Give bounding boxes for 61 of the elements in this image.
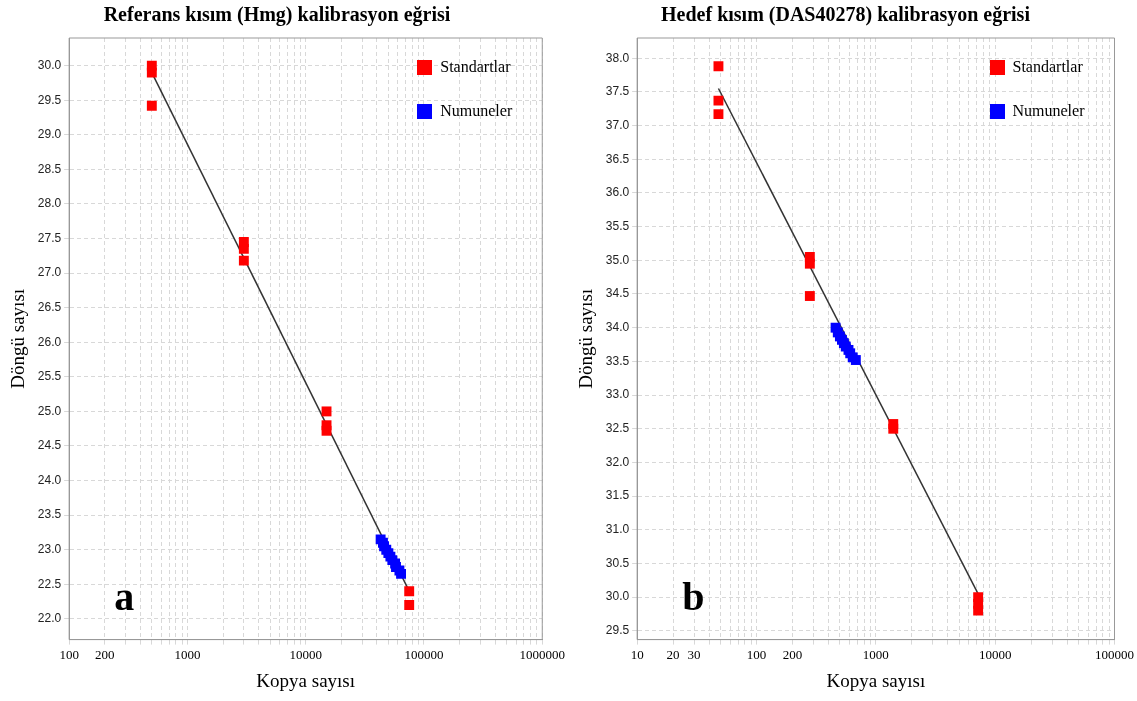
y-tick-label: 35.0	[605, 252, 630, 267]
annotation: b	[682, 573, 705, 619]
y-tick-label: 32.5	[605, 421, 630, 436]
y-tick-label: 33.5	[605, 353, 630, 368]
y-tick-label: 35.5	[605, 218, 630, 233]
x-tick-label: 200	[95, 646, 115, 662]
x-tick-label: 200	[782, 646, 803, 662]
x-tick-label: 30	[687, 646, 701, 662]
x-tick-label: 10	[630, 646, 644, 662]
y-tick-label: 26.5	[37, 300, 62, 314]
y-tick-label: 34.0	[605, 320, 630, 334]
x-tick-label: 100	[59, 646, 79, 662]
y-tick-label: 25.0	[37, 403, 62, 418]
y-tick-label: 26.0	[37, 334, 62, 349]
y-tick-label: 31.5	[605, 488, 630, 503]
legend-label: Standartlar	[440, 58, 511, 76]
y-tick-label: 36.5	[605, 151, 630, 166]
x-tick-label: 20	[666, 646, 680, 662]
annotation: a	[114, 573, 135, 619]
y-tick-label: 22.0	[37, 611, 62, 626]
y-tick-label: 24.0	[37, 472, 62, 487]
y-tick-label: 30.5	[605, 555, 630, 570]
y-tick-label: 32.0	[605, 454, 630, 469]
y-tick-label: 34.5	[605, 286, 630, 301]
y-tick-label: 30.0	[37, 57, 62, 72]
chart-title: Hedef kısım (DAS40278) kalibrasyon eğrisi	[661, 3, 1031, 27]
y-tick-label: 28.0	[37, 196, 62, 211]
y-tick-label: 31.0	[605, 522, 630, 537]
legend-label: Numuneler	[1012, 102, 1085, 120]
x-axis-title: Kopya sayısı	[826, 669, 926, 691]
y-tick-label: 23.0	[37, 542, 62, 557]
x-tick-label: 1000	[862, 646, 889, 662]
y-tick-label: 37.0	[605, 117, 630, 132]
x-tick-label: 10000	[978, 646, 1012, 662]
y-tick-label: 23.5	[37, 507, 62, 522]
legend-label: Standartlar	[1012, 58, 1083, 76]
y-tick-label: 37.5	[605, 84, 630, 99]
x-tick-label: 1000	[174, 646, 201, 662]
x-tick-label: 1000000	[519, 646, 565, 662]
y-tick-label: 28.5	[37, 161, 62, 176]
x-tick-label: 100	[746, 646, 767, 662]
y-tick-label: 27.0	[37, 265, 62, 280]
y-tick-label: 29.5	[605, 623, 630, 638]
y-tick-label: 25.5	[37, 369, 62, 384]
y-tick-label: 22.5	[37, 576, 62, 591]
x-axis-title: Kopya sayısı	[256, 669, 356, 691]
y-tick-label: 36.0	[605, 185, 630, 200]
y-axis-title: Döngü sayısı	[575, 288, 597, 389]
y-tick-label: 27.5	[37, 230, 62, 245]
x-tick-label: 10000	[289, 646, 322, 662]
y-tick-label: 24.5	[37, 438, 62, 453]
y-tick-label: 30.0	[605, 589, 630, 604]
x-tick-label: 100000	[1095, 646, 1134, 662]
y-axis-title: Döngü sayısı	[7, 288, 29, 389]
y-tick-label: 38.0	[605, 50, 630, 65]
y-tick-label: 33.0	[605, 387, 630, 402]
legend-label: Numuneler	[440, 102, 513, 120]
chart-title: Referans kısım (Hmg) kalibrasyon eğrisi	[103, 3, 451, 27]
y-tick-label: 29.0	[37, 127, 62, 142]
x-tick-label: 100000	[404, 646, 444, 662]
y-tick-label: 29.5	[37, 92, 62, 107]
